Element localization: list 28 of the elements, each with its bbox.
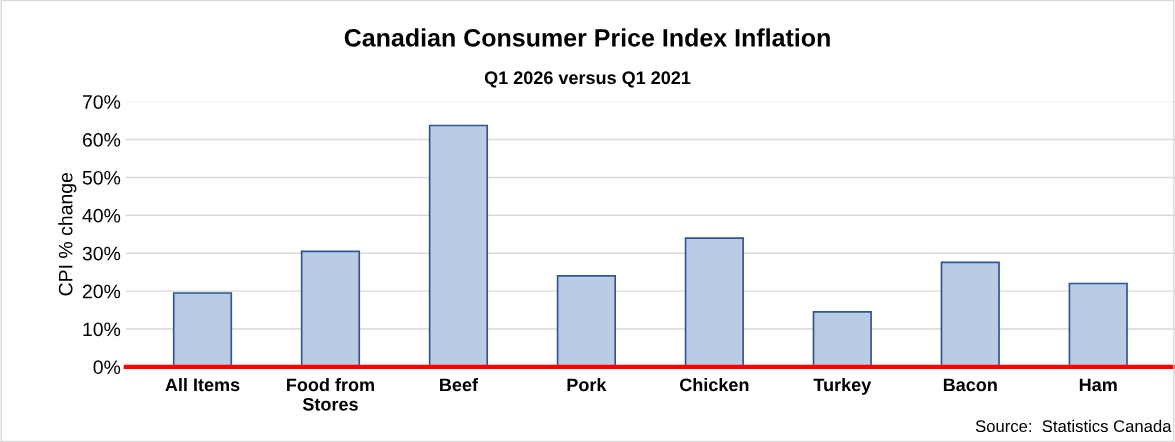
x-tick-label: Turkey [813, 377, 872, 395]
y-tick-label: 70% [82, 95, 121, 109]
y-tick-label: 20% [82, 284, 121, 299]
chart-subtitle: Q1 2026 versus Q1 2021 [484, 71, 691, 88]
x-tick-label: Food from Stores [287, 377, 374, 411]
x-tick-label: Chicken [679, 377, 749, 392]
x-tick-label: Pork [567, 377, 607, 392]
y-tick-label: 10% [83, 322, 121, 337]
bar [812, 311, 872, 367]
chart-title: Canadian Consumer Price Index Inflation [344, 28, 830, 47]
y-tick-label: 60% [82, 133, 121, 147]
y-axis-title: CPI % change [58, 172, 77, 296]
x-tick-label: Bacon [943, 378, 997, 392]
x-tick-label: All Items [165, 377, 240, 392]
bar [556, 275, 617, 367]
y-tick-label: 30% [82, 246, 121, 261]
bar [940, 261, 1000, 367]
bar [172, 292, 233, 367]
x-tick-label: Beef [440, 377, 479, 392]
bar [300, 250, 361, 367]
bar [428, 124, 489, 367]
y-tick-label: 50% [82, 170, 121, 185]
source-note: Source: Statistics Canada [975, 419, 1172, 433]
bar [684, 237, 744, 367]
x-tick-label: Ham [1079, 378, 1117, 392]
y-tick-label: 0% [93, 360, 121, 375]
bar [1068, 282, 1128, 367]
y-tick-label: 40% [82, 208, 121, 223]
